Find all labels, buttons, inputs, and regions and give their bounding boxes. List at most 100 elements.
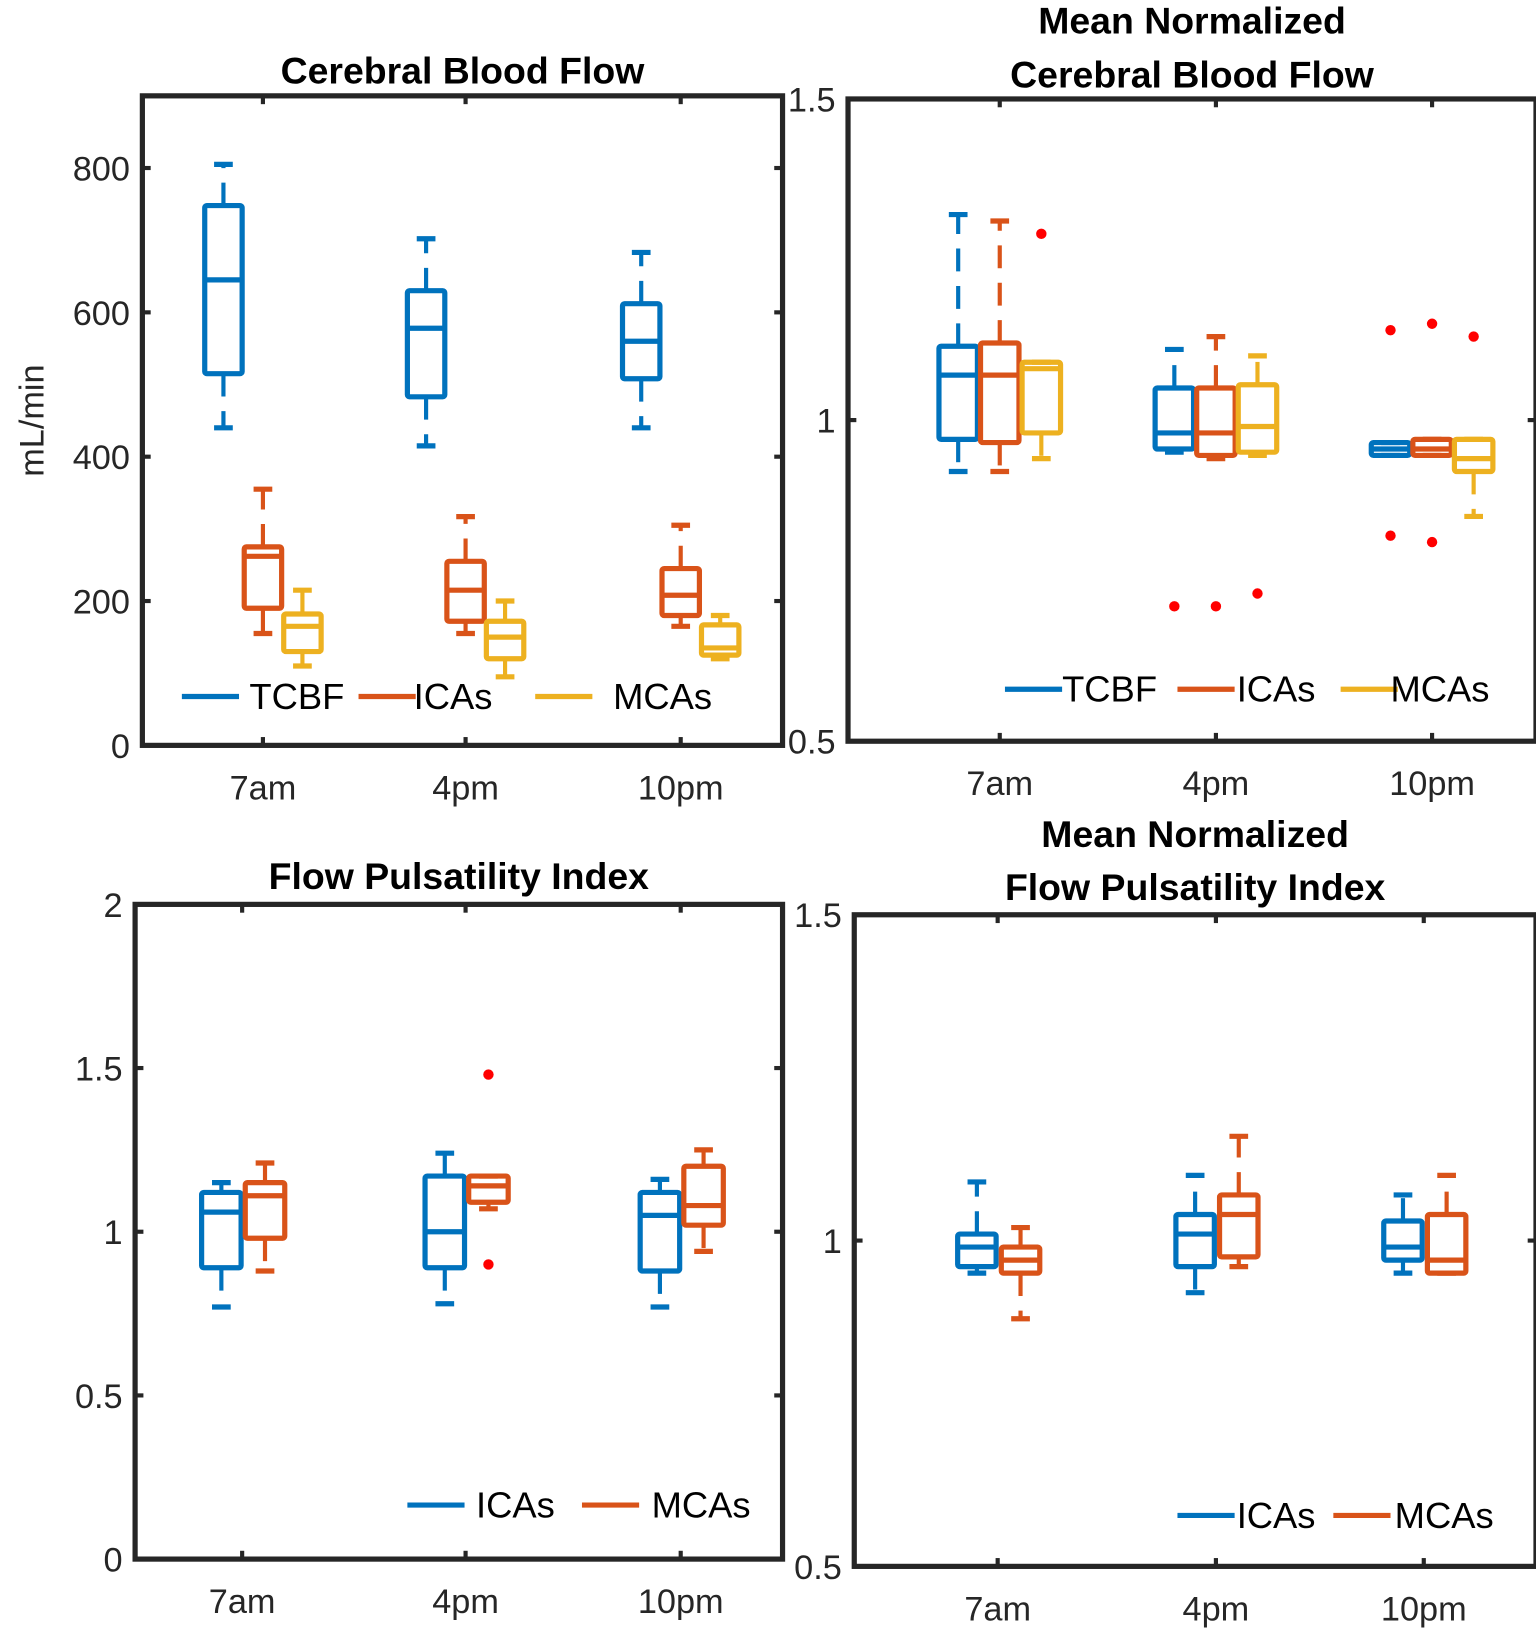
box-iqr [637,1189,683,1274]
box-iqr [955,1231,999,1270]
box-tcbf-10pm [1368,324,1413,541]
box-mcas-4pm [1235,353,1280,599]
outlier-point [1385,324,1396,336]
y-tick-label: 600 [73,295,130,333]
box-icas-10pm [659,522,703,629]
box-iqr [1235,382,1280,455]
legend-label-tcbf: TCBF [249,676,344,717]
outlier-point [483,1259,494,1270]
box-iqr [1194,385,1238,459]
box-icas-7am [199,1180,244,1310]
box-mcas-4pm [1216,1133,1261,1270]
y-tick-label: 2 [104,887,123,925]
y-axis-label: mL/min [14,364,52,476]
outlier-point [1036,228,1047,240]
y-tick-label: 1.5 [788,81,836,119]
box-tcbf-7am [936,211,981,475]
box-icas-7am [241,486,285,637]
box-iqr [1424,1211,1469,1276]
legend-label-mcas: MCAs [652,1485,751,1526]
x-tick-label: 4pm [432,769,499,807]
x-tick-label: 7am [230,769,297,807]
box-mcas-4pm [466,1069,511,1270]
box-mcas-7am [242,1160,288,1274]
y-tick-label: 1.5 [794,897,842,935]
axes-frame [132,901,786,1562]
box-mcas-7am [281,587,324,669]
box-iqr [1173,1211,1217,1270]
box-mcas-4pm [483,598,527,680]
box-iqr [1019,359,1064,436]
box-iqr [199,1189,244,1271]
box-iqr [422,1173,468,1271]
x-tick-label: 10pm [638,769,724,807]
box-iqr [1451,436,1496,475]
box-iqr [483,618,527,662]
legend-label-icas: ICAs [1237,1495,1316,1536]
x-tick-label: 10pm [1389,765,1475,803]
legend-label-tcbf: TCBF [1062,669,1157,710]
x-tick-label: 4pm [1183,765,1250,803]
box-mcas-10pm [1451,331,1496,520]
outlier-point [483,1069,494,1080]
box-iqr [1152,385,1197,452]
chart-title: Cerebral Blood Flow [281,49,646,91]
box-mcas-7am [998,1224,1043,1322]
box-icas-4pm [1194,333,1238,612]
axes-frame [139,93,786,748]
box-iqr [404,288,448,400]
y-tick-label: 400 [73,439,130,477]
box-iqr [659,565,703,619]
panel-mean-normalized-cbf: Mean Normalized Cerebral Blood Flow 0.5 1 1.… [788,0,1536,803]
legend-label-mcas: MCAs [1395,1495,1494,1536]
y-tick-label: 0.5 [794,1549,842,1587]
outlier-point [1210,601,1222,612]
chart-title: Flow Pulsatility Index [1005,866,1386,908]
outlier-point [1426,536,1438,548]
box-icas-10pm [1381,1192,1425,1276]
x-tick-label: 7am [964,1590,1031,1628]
box-iqr [977,340,1022,446]
box-iqr [681,1163,726,1228]
box-iqr [936,343,981,442]
box-mcas-7am [1019,228,1064,462]
panel-mean-normalized-fpi: Mean Normalized Flow Pulsatility Index 0.5… [794,813,1536,1628]
y-tick-label: 0.5 [788,724,836,762]
chart-title: Mean Normalized [1038,0,1346,41]
axes-frame [851,912,1536,1569]
chart-title: Mean Normalized [1041,813,1349,855]
outlier-point [1169,601,1180,612]
box-iqr [241,544,285,611]
box-icas-7am [977,218,1022,475]
box-iqr [281,611,324,655]
legend-label-mcas: MCAs [613,676,712,717]
legend-label-icas: ICAs [1237,669,1316,710]
x-tick-label: 7am [209,1583,276,1621]
box-icas-4pm [444,513,487,637]
outlier-point [1252,588,1263,599]
y-tick-label: 1 [104,1214,123,1252]
box-iqr [202,202,245,377]
box-tcbf-4pm [1152,346,1197,612]
box-tcbf-7am [202,161,245,431]
box-iqr [1381,1218,1425,1263]
box-icas-4pm [422,1150,468,1307]
chart-title: Flow Pulsatility Index [269,855,650,897]
y-tick-label: 0 [104,1542,123,1580]
x-tick-label: 10pm [1381,1590,1467,1628]
panel-cerebral-blood-flow: Cerebral Blood Flow 0 200 400 600 800 7am 4pm 10… [14,49,786,807]
box-iqr [698,622,742,658]
y-tick-label: 0 [111,728,130,766]
box-icas-4pm [1173,1172,1217,1296]
legend-label-icas: ICAs [476,1485,555,1526]
x-tick-label: 7am [966,765,1033,803]
legend-label-mcas: MCAs [1391,669,1490,710]
chart-title: Cerebral Blood Flow [1010,54,1375,96]
box-iqr [466,1173,511,1205]
outlier-point [1468,331,1479,342]
y-tick-label: 1.5 [75,1051,123,1089]
box-mcas-10pm [698,612,742,662]
y-tick-label: 0.5 [75,1378,123,1416]
box-mcas-10pm [681,1147,726,1254]
